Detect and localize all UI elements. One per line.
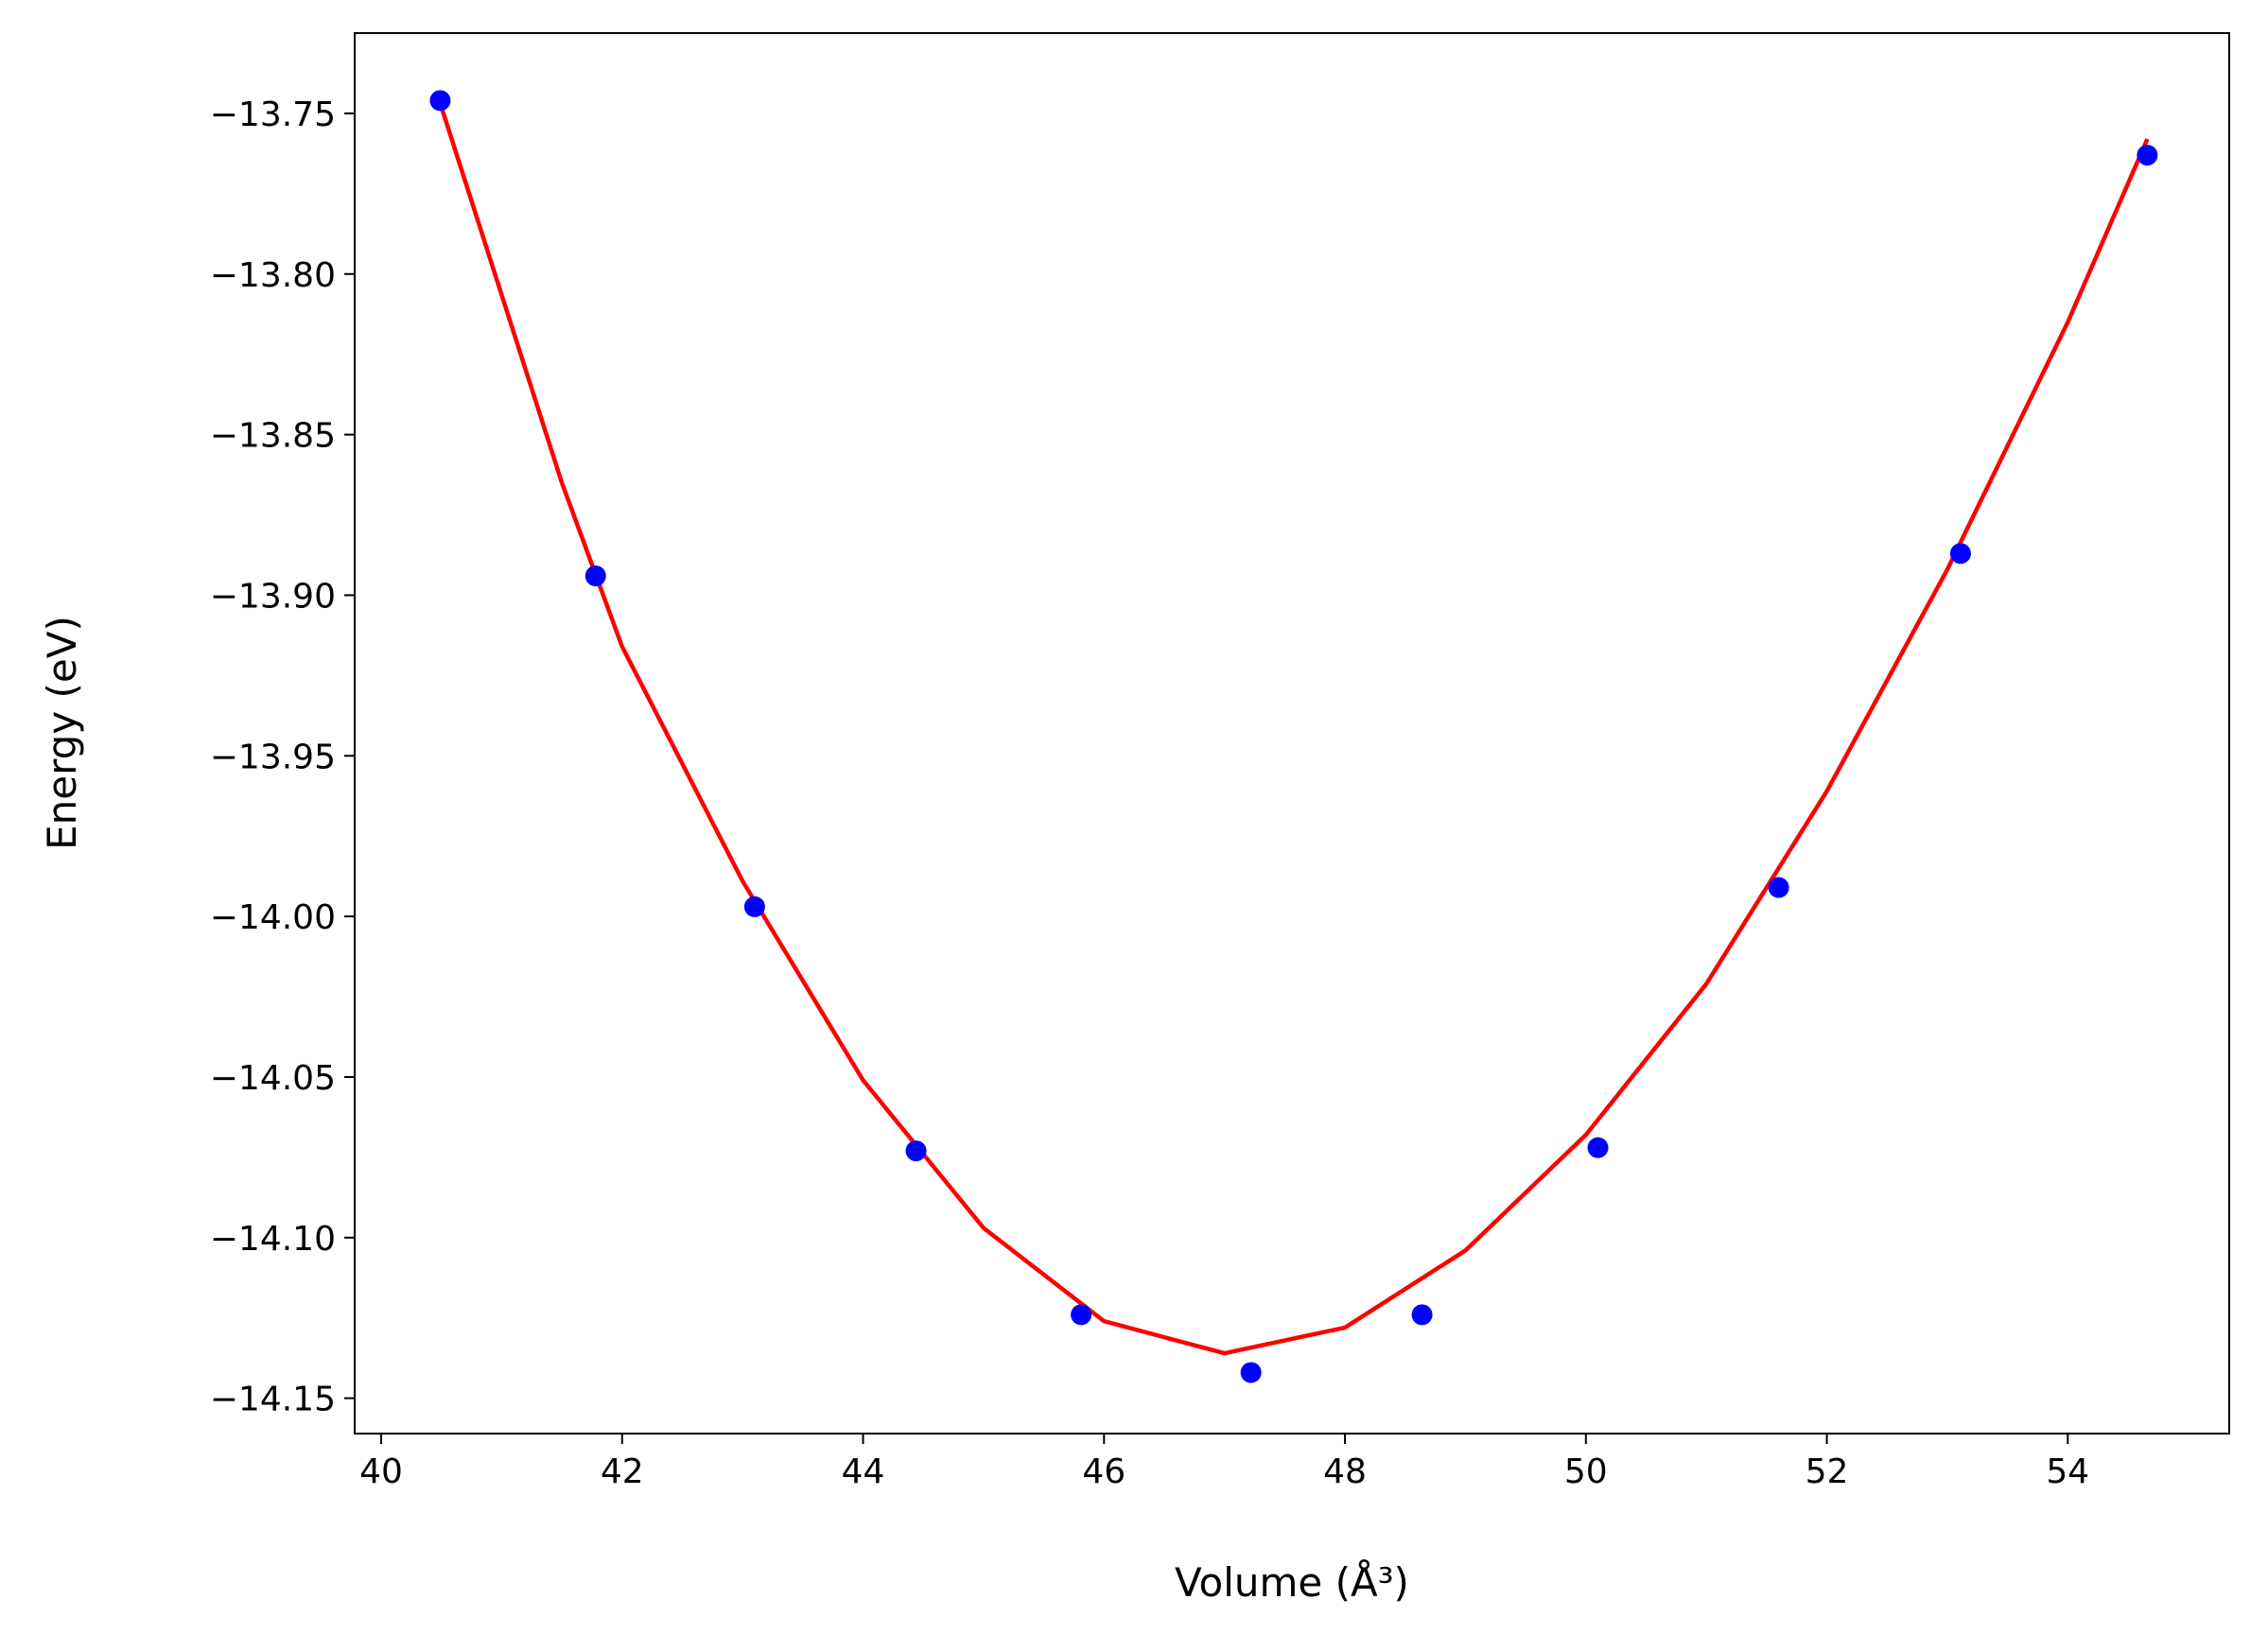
y-tick-label: −14.00	[210, 898, 336, 937]
data-point	[905, 1140, 927, 1162]
y-tick-label: −13.95	[210, 738, 336, 776]
data-point	[1240, 1362, 1262, 1383]
y-tick-label: −14.10	[210, 1220, 336, 1259]
data-point	[1949, 543, 1971, 565]
data-point	[429, 90, 451, 112]
x-tick-label: 50	[1564, 1452, 1608, 1491]
y-tick-label: −13.80	[210, 256, 336, 295]
y-tick-label: −14.05	[210, 1059, 336, 1098]
x-tick-label: 54	[2046, 1452, 2089, 1491]
data-point	[1071, 1304, 1092, 1326]
x-tick-label: 46	[1082, 1452, 1125, 1491]
x-tick-label: 44	[842, 1452, 885, 1491]
data-point	[743, 896, 765, 917]
data-point	[2137, 145, 2158, 166]
y-axis-label: Energy (eV)	[39, 616, 85, 850]
y-tick-label: −13.85	[210, 417, 336, 456]
x-tick-label: 52	[1806, 1452, 1849, 1491]
plot-frame	[354, 32, 2230, 1435]
x-tick-label: 40	[359, 1452, 403, 1491]
data-point	[584, 565, 606, 587]
x-tick-label: 48	[1323, 1452, 1367, 1491]
y-tick-label: −13.90	[210, 577, 336, 616]
data-point	[1411, 1304, 1433, 1326]
y-tick-label: −14.15	[210, 1381, 336, 1419]
y-tick-label: −13.75	[210, 96, 336, 134]
data-point	[1768, 877, 1789, 898]
x-tick-label: 42	[601, 1452, 644, 1491]
x-axis-label: Volume (Å³)	[1175, 1558, 1409, 1606]
data-point	[1587, 1137, 1609, 1158]
fit-line	[439, 106, 2150, 1356]
